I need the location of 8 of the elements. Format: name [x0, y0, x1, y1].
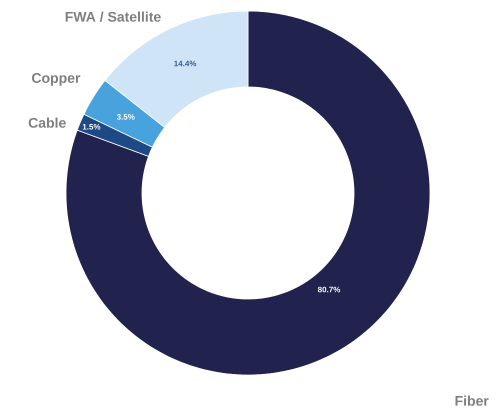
data-label: 1.5% [82, 124, 100, 130]
slice-label: Copper [32, 73, 80, 86]
slice-label: Cable [28, 118, 66, 128]
data-label: 80.7% [318, 286, 340, 292]
data-label: 3.5% [116, 114, 135, 120]
data-label: 14.4% [174, 60, 196, 66]
slice-label: FWA / Satellite [66, 11, 161, 22]
slice-label: Fiber [456, 396, 489, 406]
